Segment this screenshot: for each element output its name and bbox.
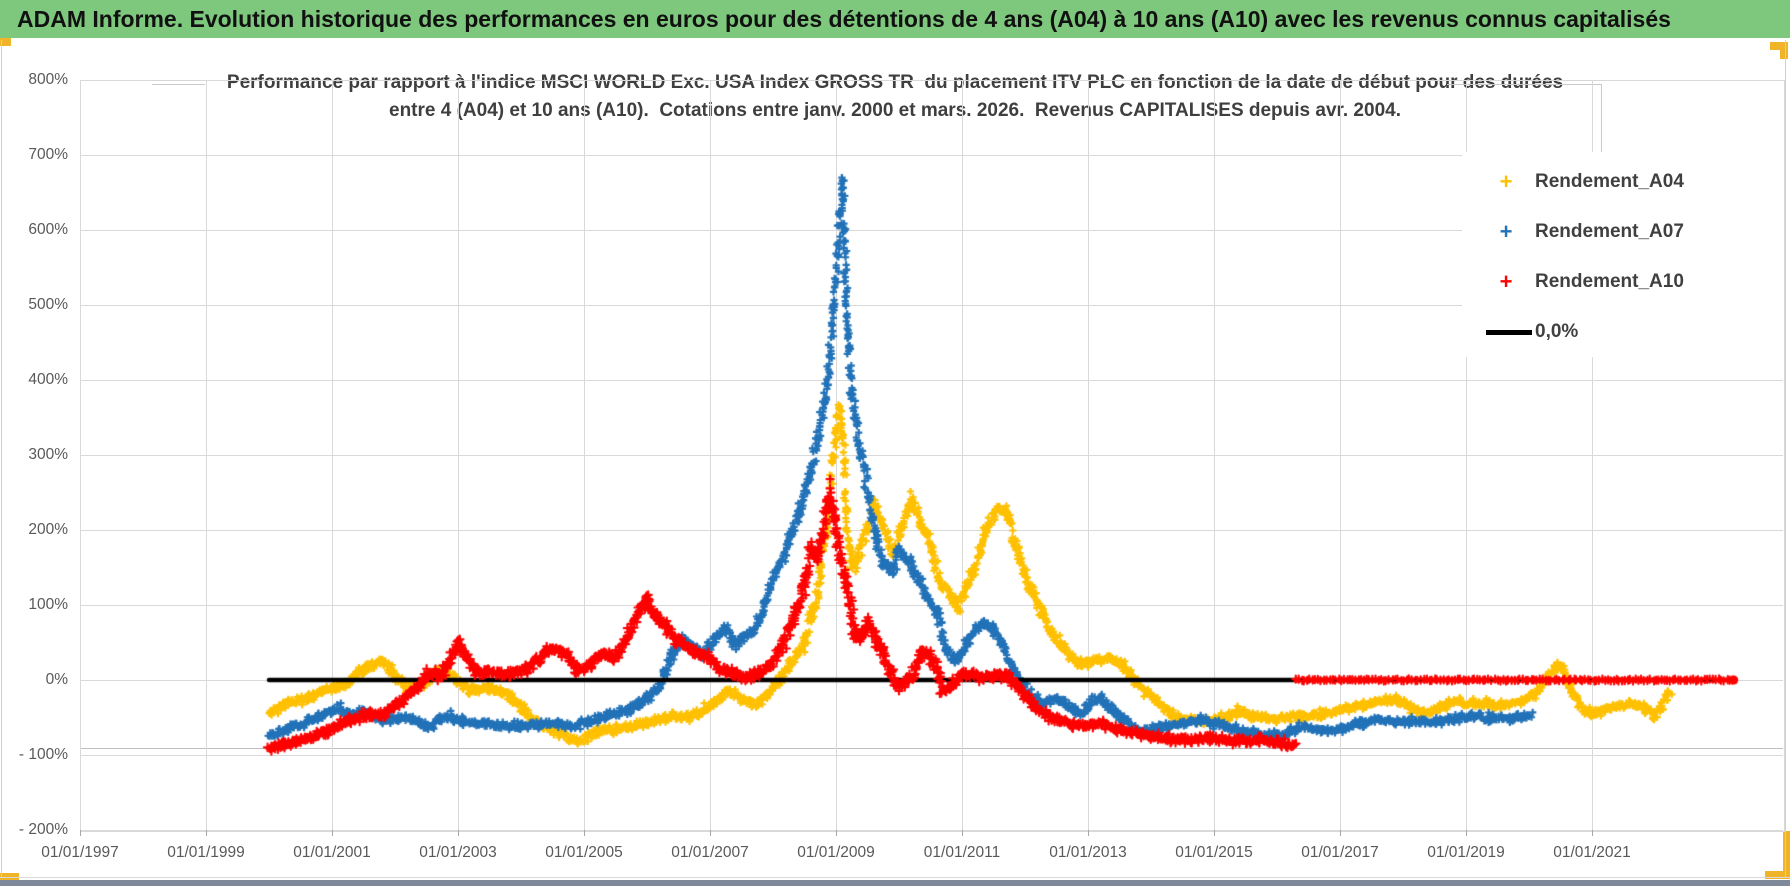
legend-item-zero-line: 0,0%	[1480, 317, 1780, 347]
legend-label: 0,0%	[1535, 321, 1579, 342]
legend-label: Rendement_A07	[1535, 221, 1684, 242]
plus-marker-a10-icon: +	[1499, 269, 1513, 294]
legend-item-rendement-a04: + Rendement_A04	[1480, 167, 1780, 197]
plus-marker-a07-icon: +	[1499, 219, 1513, 244]
zero-line-marker-icon	[1486, 330, 1532, 335]
legend-box	[1462, 152, 1784, 357]
legend-label: Rendement_A04	[1535, 171, 1684, 192]
legend-item-rendement-a07: + Rendement_A07	[1480, 217, 1780, 247]
legend-label: Rendement_A10	[1535, 271, 1684, 292]
plus-marker-a04-icon: +	[1499, 169, 1513, 194]
legend-item-rendement-a10: + Rendement_A10	[1480, 267, 1780, 297]
